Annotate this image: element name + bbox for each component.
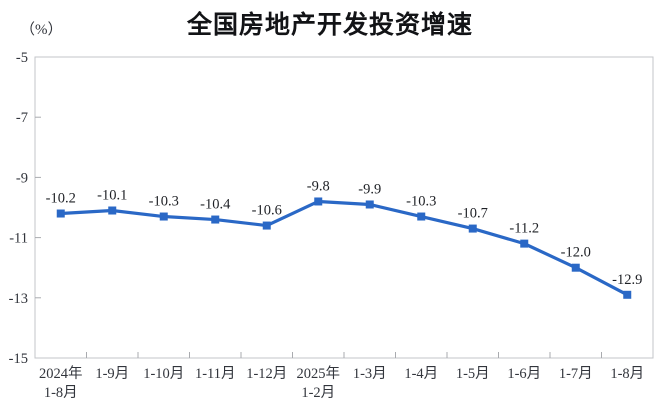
data-point-label: -10.3	[149, 194, 179, 210]
x-axis-tick-label: 2025年	[297, 365, 341, 382]
chart-title: 全国房地产开发投资增速	[186, 11, 473, 39]
data-point-label: -12.9	[612, 272, 642, 288]
data-point-marker	[468, 224, 477, 233]
data-point-marker	[314, 197, 323, 206]
x-axis-tick-label: 1-6月	[507, 366, 541, 382]
x-axis-tick-label: 1-2月	[301, 385, 335, 401]
data-point-marker	[56, 209, 65, 218]
data-point-label: -10.4	[200, 197, 231, 213]
y-axis-tick-label: -13	[9, 291, 28, 307]
x-axis-tick-label: 1-10月	[143, 366, 184, 382]
x-axis-tick-label: 1-12月	[246, 366, 287, 382]
x-axis-tick-label: 1-3月	[353, 366, 387, 382]
data-point-label: -10.1	[97, 188, 127, 204]
data-point-marker	[211, 215, 220, 224]
x-axis-tick-label: 1-4月	[404, 366, 438, 382]
data-point-label: -9.8	[307, 178, 330, 194]
data-point-label: -9.9	[358, 181, 381, 197]
data-point-label: -10.7	[458, 206, 488, 222]
x-axis-tick-label: 1-8月	[610, 366, 644, 382]
y-axis-tick-label: -9	[16, 170, 28, 186]
data-point-marker	[417, 212, 426, 221]
data-point-label: -11.2	[509, 221, 539, 237]
data-point-label: -10.3	[406, 194, 436, 210]
data-point-label: -10.2	[46, 191, 76, 207]
data-point-marker	[571, 263, 580, 272]
x-axis-tick-label: 1-7月	[559, 366, 593, 382]
plot-border	[34, 56, 654, 359]
x-axis-tick-label: 1-9月	[95, 366, 129, 382]
data-point-marker	[623, 290, 632, 299]
data-point-marker	[108, 206, 117, 215]
data-point-marker	[262, 221, 271, 230]
x-axis-tick-label: 1-11月	[195, 366, 236, 382]
data-point-marker	[365, 200, 374, 209]
y-axis-unit-label: （%）	[20, 22, 63, 38]
y-axis-tick-label: -5	[16, 50, 28, 66]
y-axis-tick-label: -11	[9, 231, 28, 247]
data-point-marker	[520, 239, 529, 248]
data-line	[59, 199, 629, 297]
data-point-marker	[159, 212, 168, 221]
x-axis-tick-label: 2024年	[39, 365, 83, 382]
y-axis-tick-label: -15	[9, 351, 28, 367]
x-axis-tick-label: 1-8月	[44, 385, 78, 401]
data-point-label: -10.6	[252, 203, 282, 219]
data-point-label: -12.0	[561, 245, 591, 261]
x-axis-tick-label: 1-5月	[456, 366, 490, 382]
y-axis-tick-label: -7	[16, 110, 28, 126]
